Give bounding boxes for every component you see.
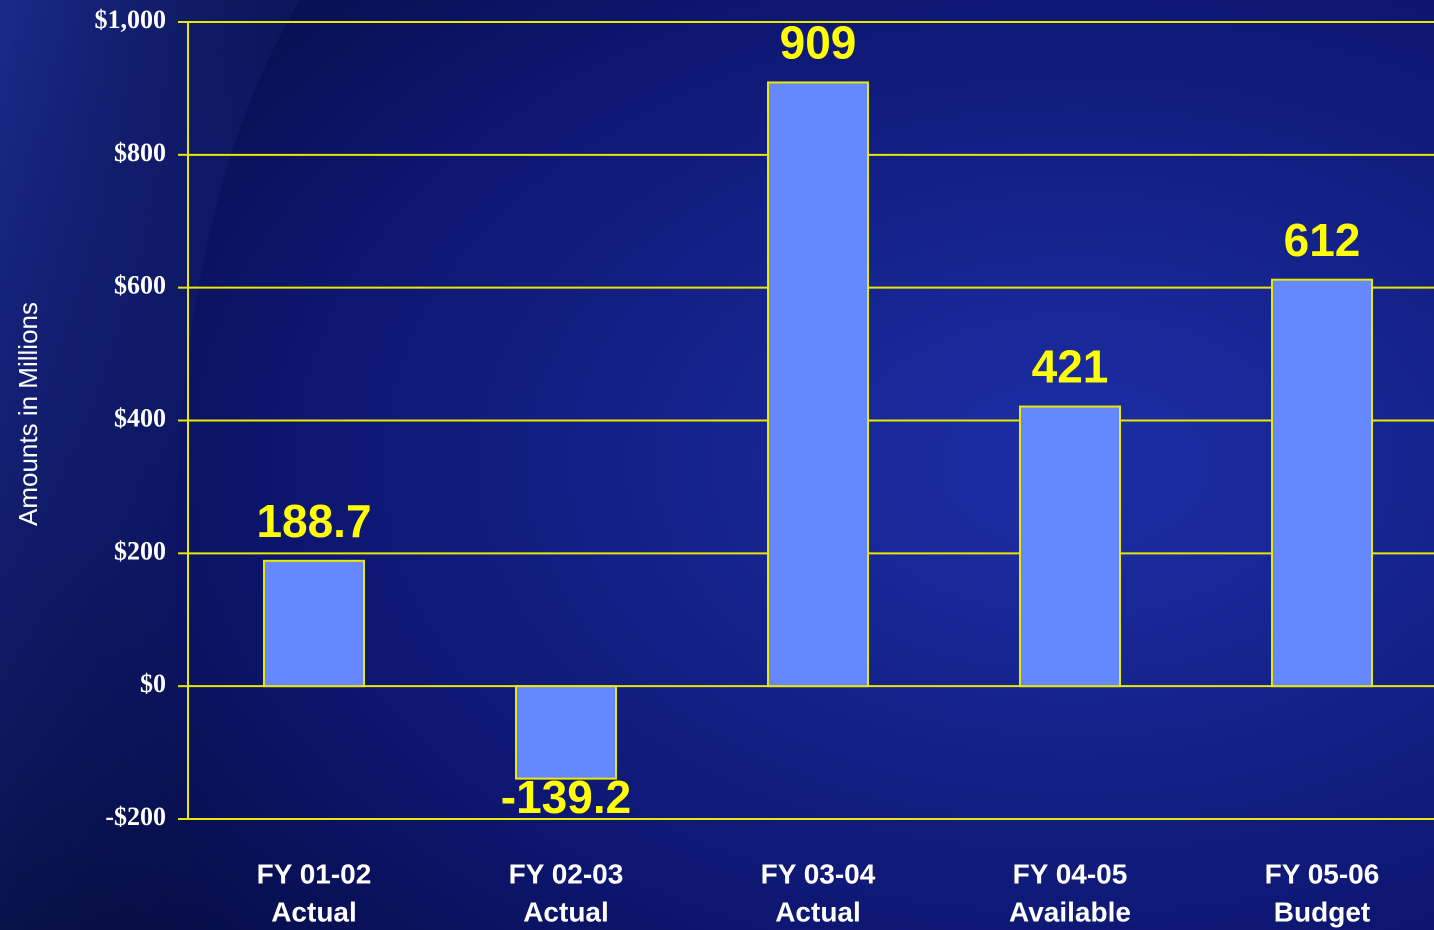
x-tick-label: FY 01-02: [257, 858, 372, 889]
y-tick-label: $600: [114, 271, 166, 300]
bar: [1271, 278, 1373, 688]
background-swoosh: [0, 0, 300, 930]
x-tick-label: Actual: [523, 896, 609, 927]
x-tick-label: Budget: [1274, 896, 1370, 927]
bar: [515, 685, 617, 780]
y-axis-label: Amounts in Millions: [13, 302, 43, 526]
bar: [1019, 405, 1121, 688]
x-tick-label: Actual: [775, 896, 861, 927]
x-tick-label: FY 02-03: [509, 858, 624, 889]
value-label: -139.2: [501, 771, 631, 823]
bar: [767, 81, 869, 688]
x-tick-label: Actual: [271, 896, 357, 927]
y-tick-label: $1,000: [95, 5, 167, 34]
y-tick-label: -$200: [105, 802, 166, 831]
y-tick-label: $800: [114, 138, 166, 167]
x-tick-label: Available: [1009, 896, 1131, 927]
value-label: 188.7: [256, 495, 371, 547]
x-tick-label: FY 03-04: [761, 858, 876, 889]
x-tick-label: FY 05-06: [1265, 858, 1380, 889]
y-tick-label: $200: [114, 536, 166, 565]
value-label: 421: [1032, 341, 1109, 393]
y-tick-label: $400: [114, 403, 166, 432]
value-label: 612: [1284, 214, 1361, 266]
value-label: 909: [780, 17, 857, 69]
x-tick-label: FY 04-05: [1013, 858, 1128, 889]
y-tick-label: $0: [140, 669, 166, 698]
bar: [263, 559, 365, 688]
